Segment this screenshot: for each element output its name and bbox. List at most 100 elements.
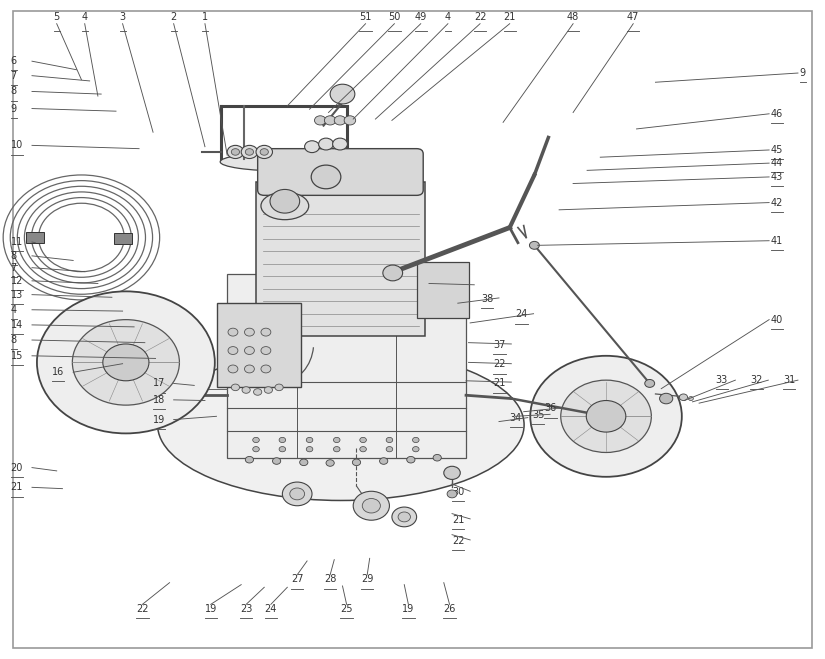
Text: 45: 45 <box>771 145 783 155</box>
Circle shape <box>333 438 340 443</box>
Text: 41: 41 <box>771 236 783 246</box>
Text: 21: 21 <box>11 482 23 492</box>
Text: 27: 27 <box>291 575 304 585</box>
Circle shape <box>447 490 457 498</box>
Text: 32: 32 <box>750 375 762 385</box>
FancyBboxPatch shape <box>26 232 45 243</box>
Circle shape <box>245 457 253 463</box>
Text: 38: 38 <box>481 294 493 304</box>
Text: 4: 4 <box>82 12 87 22</box>
Text: 19: 19 <box>403 604 414 614</box>
Circle shape <box>261 347 271 355</box>
Text: 40: 40 <box>771 314 783 325</box>
Circle shape <box>333 447 340 452</box>
Circle shape <box>304 141 319 153</box>
Text: 18: 18 <box>153 395 165 405</box>
Text: 25: 25 <box>341 604 353 614</box>
Text: 26: 26 <box>443 604 455 614</box>
Text: 19: 19 <box>153 415 165 424</box>
FancyBboxPatch shape <box>217 302 301 387</box>
Circle shape <box>688 397 693 401</box>
Circle shape <box>433 455 441 461</box>
Text: 48: 48 <box>567 12 579 22</box>
Text: 10: 10 <box>11 140 23 150</box>
Text: 12: 12 <box>11 276 23 286</box>
Circle shape <box>37 291 215 434</box>
Circle shape <box>530 241 540 249</box>
Text: 7: 7 <box>11 263 16 273</box>
Circle shape <box>306 447 313 452</box>
Circle shape <box>256 146 272 159</box>
Circle shape <box>252 447 259 452</box>
Text: 5: 5 <box>54 12 60 22</box>
Circle shape <box>260 149 268 156</box>
Circle shape <box>407 457 415 463</box>
Text: 34: 34 <box>510 413 522 423</box>
Text: 33: 33 <box>715 375 728 385</box>
Text: 43: 43 <box>771 172 783 182</box>
FancyBboxPatch shape <box>13 11 812 648</box>
Text: 51: 51 <box>360 12 372 22</box>
Circle shape <box>228 347 238 355</box>
Circle shape <box>360 447 366 452</box>
Text: 47: 47 <box>627 12 639 22</box>
Circle shape <box>334 116 346 125</box>
Text: 16: 16 <box>52 367 64 377</box>
Circle shape <box>353 491 389 520</box>
Text: 39: 39 <box>456 281 469 291</box>
Circle shape <box>344 116 356 125</box>
Text: 22: 22 <box>493 359 506 369</box>
Text: 31: 31 <box>783 375 795 385</box>
Circle shape <box>318 138 333 150</box>
Text: 2: 2 <box>171 12 177 22</box>
Circle shape <box>561 380 652 453</box>
Circle shape <box>352 459 361 466</box>
Text: 4: 4 <box>445 12 451 22</box>
Text: 21: 21 <box>493 378 506 388</box>
Circle shape <box>311 165 341 188</box>
Circle shape <box>392 507 417 527</box>
FancyBboxPatch shape <box>114 233 132 244</box>
Circle shape <box>264 387 272 393</box>
Text: 3: 3 <box>120 12 125 22</box>
Text: 8: 8 <box>11 335 16 345</box>
Text: 36: 36 <box>544 403 557 413</box>
Circle shape <box>306 438 313 443</box>
Circle shape <box>244 328 254 336</box>
Text: 22: 22 <box>452 536 464 546</box>
Circle shape <box>324 116 336 125</box>
Circle shape <box>272 458 280 465</box>
Circle shape <box>383 265 403 281</box>
Ellipse shape <box>261 192 309 219</box>
Circle shape <box>412 438 419 443</box>
Text: 22: 22 <box>136 604 148 614</box>
Circle shape <box>659 393 672 404</box>
Circle shape <box>645 380 655 387</box>
Circle shape <box>299 459 308 466</box>
Circle shape <box>332 138 347 150</box>
Ellipse shape <box>158 349 524 500</box>
Circle shape <box>231 384 239 391</box>
Text: 7: 7 <box>11 71 16 80</box>
Circle shape <box>103 344 149 381</box>
Circle shape <box>231 149 239 156</box>
Circle shape <box>227 146 243 159</box>
Text: 42: 42 <box>771 198 783 208</box>
Text: 17: 17 <box>153 378 166 388</box>
Text: 21: 21 <box>503 12 516 22</box>
FancyBboxPatch shape <box>227 273 466 458</box>
Circle shape <box>244 365 254 373</box>
Circle shape <box>242 387 250 393</box>
Text: 37: 37 <box>493 339 506 350</box>
Text: 46: 46 <box>771 109 783 119</box>
Text: 13: 13 <box>11 290 23 300</box>
Text: 24: 24 <box>516 309 528 320</box>
Text: 29: 29 <box>361 575 374 585</box>
Text: 8: 8 <box>11 251 16 261</box>
Circle shape <box>530 356 681 477</box>
Circle shape <box>380 458 388 465</box>
Text: 9: 9 <box>11 103 16 113</box>
Circle shape <box>282 482 312 505</box>
Text: 35: 35 <box>532 410 544 420</box>
Circle shape <box>252 438 259 443</box>
